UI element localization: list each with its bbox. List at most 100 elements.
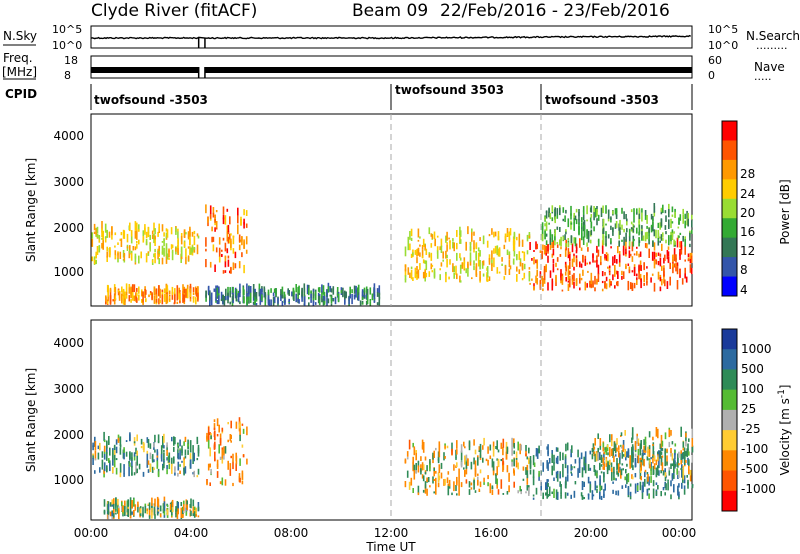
- velocity-echo-cell: [196, 436, 199, 445]
- power-echo-cell: [602, 222, 605, 232]
- power-echo-cell: [567, 242, 570, 248]
- velocity-echo-cell: [631, 427, 634, 436]
- velocity-echo-cell: [668, 470, 671, 476]
- power-echo-cell: [626, 218, 628, 222]
- velocity-echo-cell: [193, 470, 195, 478]
- velocity-echo-cell: [644, 436, 647, 447]
- power-echo-cell: [539, 250, 542, 253]
- power-echo-cell: [249, 293, 252, 303]
- velocity-echo-cell: [517, 441, 519, 451]
- velocity-echo-cell: [113, 453, 116, 463]
- velocity-echo-cell: [154, 449, 156, 453]
- velocity-echo-cell: [528, 457, 530, 465]
- power-echo-cell: [584, 281, 587, 287]
- power-echo-cell: [627, 263, 630, 266]
- power-echo-cell: [183, 229, 186, 237]
- power-echo-cell: [623, 228, 625, 233]
- power-echo-cell: [410, 237, 413, 241]
- power-echo-cell: [218, 256, 221, 263]
- power-echo-cell: [161, 290, 164, 295]
- power-echo-cell: [222, 237, 225, 241]
- power-echo-cell: [215, 210, 218, 213]
- nsky-line: [90, 34, 692, 40]
- power-echo-cell: [497, 231, 500, 241]
- power-echo-cell: [545, 210, 548, 219]
- power-echo-cell: [601, 288, 604, 292]
- velocity-echo-cell: [115, 458, 118, 461]
- power-echo-cell: [565, 209, 567, 214]
- power-echo-cell: [209, 261, 212, 268]
- velocity-echo-cell: [456, 449, 458, 455]
- velocity-echo-cell: [614, 454, 617, 457]
- velocity-echo-cell: [691, 455, 694, 463]
- velocity-echo-cell: [177, 445, 180, 449]
- power-echo-cell: [158, 258, 160, 265]
- velocity-echo-cell: [611, 448, 613, 456]
- power-echo-cell: [241, 237, 243, 242]
- velocity-echo-cell: [189, 459, 192, 469]
- velocity-echo-cell: [599, 452, 601, 456]
- power-echo-cell: [245, 236, 248, 245]
- power-echo-cell: [684, 239, 686, 247]
- power-echo-cell: [275, 288, 277, 296]
- velocity-echo-cell: [192, 472, 194, 475]
- power-echo-cell: [357, 295, 359, 301]
- velocity-echo-cell: [648, 476, 650, 486]
- velocity-echo-cell: [664, 450, 666, 454]
- velocity-echo-cell: [427, 477, 430, 483]
- velocity-echo-cell: [182, 512, 184, 518]
- power-echo-cell: [259, 297, 262, 305]
- velocity-echo-cell: [447, 485, 450, 496]
- power-echo-cell: [618, 254, 621, 263]
- velocity-echo-cell: [602, 442, 605, 450]
- power-echo-cell: [612, 210, 614, 215]
- power-echo-cell: [545, 233, 548, 237]
- power-echo-cell: [227, 255, 230, 259]
- velocity-echo-cell: [664, 432, 667, 440]
- power-echo-cell: [687, 259, 690, 262]
- power-echo-cell: [662, 209, 664, 213]
- power-echo-cell: [168, 298, 171, 301]
- velocity-echo-cell: [197, 506, 200, 511]
- power-echo-cell: [147, 226, 150, 236]
- power-echo-cell: [205, 248, 207, 252]
- power-echo-cell: [687, 253, 690, 258]
- power-echo-cell: [518, 251, 521, 260]
- power-echo-cell: [493, 248, 495, 254]
- power-echo-cell: [229, 270, 231, 274]
- power-echo-cell: [471, 228, 473, 235]
- velocity-echo-cell: [649, 464, 651, 469]
- power-echo-cell: [631, 256, 634, 262]
- power-echo-cell: [114, 287, 117, 296]
- power-echo-cell: [196, 244, 199, 255]
- power-echo-cell: [185, 248, 187, 259]
- velocity-echo-cell: [192, 506, 195, 514]
- velocity-echo-cell: [99, 467, 101, 473]
- velocity-echo-cell: [153, 506, 156, 515]
- velocity-echo-cell: [177, 502, 179, 509]
- velocity-echo-cell: [680, 426, 682, 437]
- power-echo-cell: [679, 232, 682, 235]
- velocity-echo-cell: [464, 469, 466, 477]
- power-echo-cell: [607, 211, 610, 219]
- velocity-echo-cell: [659, 450, 662, 459]
- power-echo-cell: [171, 244, 174, 248]
- power-echo-cell: [523, 272, 526, 279]
- velocity-ytick-1000: 1000: [53, 473, 84, 487]
- velocity-echo-cell: [115, 439, 118, 445]
- velocity-echo-cell: [171, 502, 174, 506]
- velocity-echo-cell: [664, 492, 666, 496]
- power-echo-cell: [171, 286, 174, 296]
- power-echo-cell: [636, 211, 638, 215]
- power-echo-cell: [674, 240, 676, 245]
- power-echo-cell: [239, 283, 241, 294]
- power-echo-cell: [536, 243, 538, 250]
- velocity-echo-cell: [417, 485, 420, 494]
- velocity-echo-cell: [190, 510, 192, 514]
- velocity-echo-cell: [497, 449, 500, 453]
- power-echo-cell: [544, 223, 546, 227]
- power-echo-cell: [610, 216, 612, 220]
- velocity-echo-cell: [515, 451, 518, 462]
- velocity-echo-cell: [185, 510, 188, 516]
- velocity-echo-cell: [610, 462, 613, 471]
